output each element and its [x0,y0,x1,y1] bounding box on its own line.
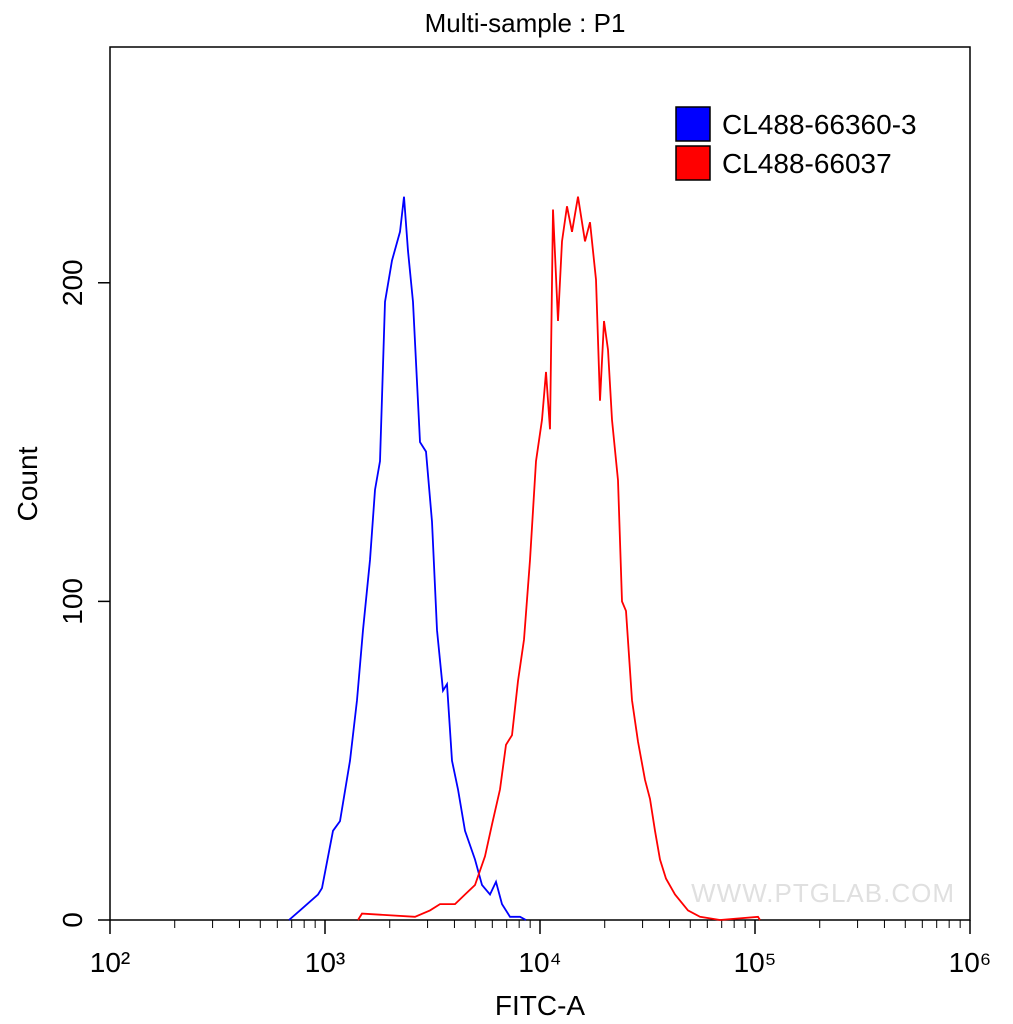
y-tick-label: 200 [57,259,88,306]
legend-swatch [675,106,711,142]
y-tick-label: 100 [57,578,88,625]
x-tick-label: 10³ [305,947,345,978]
y-tick-label: 0 [57,912,88,928]
x-tick-label: 10⁴ [518,947,561,978]
legend-label: CL488-66360-3 [722,109,917,140]
series-line [288,196,527,921]
watermark: WWW.PTGLAB.COM [691,878,955,908]
legend-label: CL488-66037 [722,148,892,179]
y-axis-label: Count [12,446,43,521]
x-tick-label: 10⁶ [949,947,992,978]
legend-swatch [675,145,711,181]
x-axis-label: FITC-A [495,990,586,1021]
series-line [357,196,761,921]
x-tick-label: 10⁵ [734,947,777,978]
x-tick-label: 10² [90,947,130,978]
chart-title: Multi-sample : P1 [425,8,626,38]
